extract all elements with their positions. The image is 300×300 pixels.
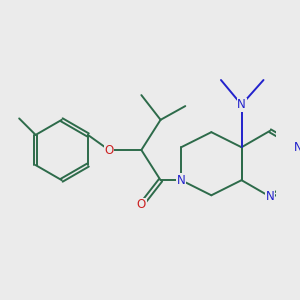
Text: N: N [294,141,300,154]
Text: O: O [137,198,146,212]
Text: N: N [177,174,185,187]
Text: O: O [104,143,114,157]
Text: N: N [266,190,274,203]
Text: N: N [237,98,246,111]
